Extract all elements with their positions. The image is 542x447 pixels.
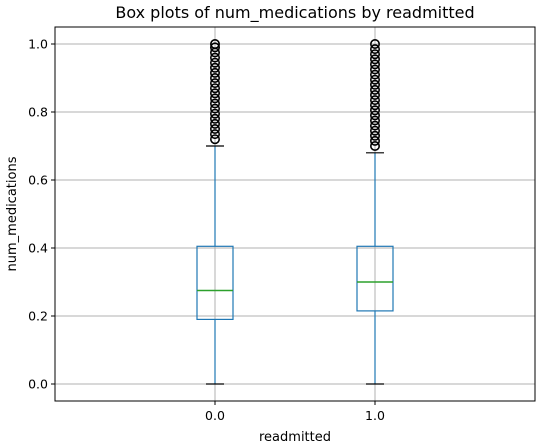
y-axis-ticks: 0.0 0.2 0.4 0.6 0.8 1.0 <box>28 37 55 392</box>
y-tick-label: 0.4 <box>28 241 48 256</box>
outlier-point <box>210 38 221 49</box>
outlier-point <box>369 69 380 80</box>
outlier-point <box>210 129 221 140</box>
outlier-point <box>369 120 380 131</box>
box-plots <box>196 38 394 385</box>
outlier-point <box>369 90 380 101</box>
outlier-point <box>369 135 380 146</box>
box-plot-group <box>196 38 234 385</box>
y-tick-label: 1.0 <box>28 37 48 52</box>
outlier-point <box>210 103 221 114</box>
x-axis-ticks: 0.0 1.0 <box>205 401 385 423</box>
outlier-point <box>369 59 380 70</box>
y-tick-label: 0.2 <box>28 309 48 324</box>
outlier-point <box>210 124 221 135</box>
box-plot-group <box>356 38 394 385</box>
gridlines <box>55 27 535 401</box>
outlier-point <box>210 78 221 89</box>
outlier-point <box>210 118 221 129</box>
iqr-box <box>196 245 234 321</box>
outlier-point <box>210 83 221 94</box>
outlier-point <box>369 105 380 116</box>
outlier-point <box>369 130 380 141</box>
y-axis-label: num_medications <box>5 156 20 271</box>
outlier-point <box>210 52 221 63</box>
x-tick-label: 1.0 <box>365 408 385 423</box>
outlier-point <box>210 88 221 99</box>
outlier-point <box>369 141 380 152</box>
outlier-point <box>210 98 221 109</box>
iqr-box <box>356 245 394 312</box>
plot-frame <box>54 26 536 402</box>
outlier-point <box>369 54 380 65</box>
outlier-point <box>210 57 221 68</box>
outlier-point <box>210 62 221 73</box>
outlier-point <box>369 49 380 60</box>
chart-title: Box plots of num_medications by readmitt… <box>115 3 474 23</box>
outlier-point <box>369 115 380 126</box>
outlier-point <box>210 73 221 84</box>
y-tick-label: 0.6 <box>28 173 48 188</box>
outlier-point <box>369 44 380 55</box>
outlier-point <box>210 67 221 78</box>
outlier-point <box>369 38 380 49</box>
outlier-point <box>210 93 221 104</box>
outlier-point <box>369 79 380 90</box>
outlier-point <box>210 108 221 119</box>
outlier-point <box>369 100 380 111</box>
y-tick-label: 0.8 <box>28 105 48 120</box>
outlier-point <box>369 74 380 85</box>
x-axis-label: readmitted <box>259 430 331 445</box>
x-tick-label: 0.0 <box>205 408 225 423</box>
outlier-point <box>369 110 380 121</box>
outlier-point <box>210 42 221 53</box>
outlier-point <box>210 134 221 145</box>
outlier-point <box>369 64 380 75</box>
outlier-point <box>369 125 380 136</box>
outlier-point <box>369 84 380 95</box>
outlier-point <box>369 95 380 106</box>
y-tick-label: 0.0 <box>28 377 48 392</box>
outlier-point <box>210 113 221 124</box>
